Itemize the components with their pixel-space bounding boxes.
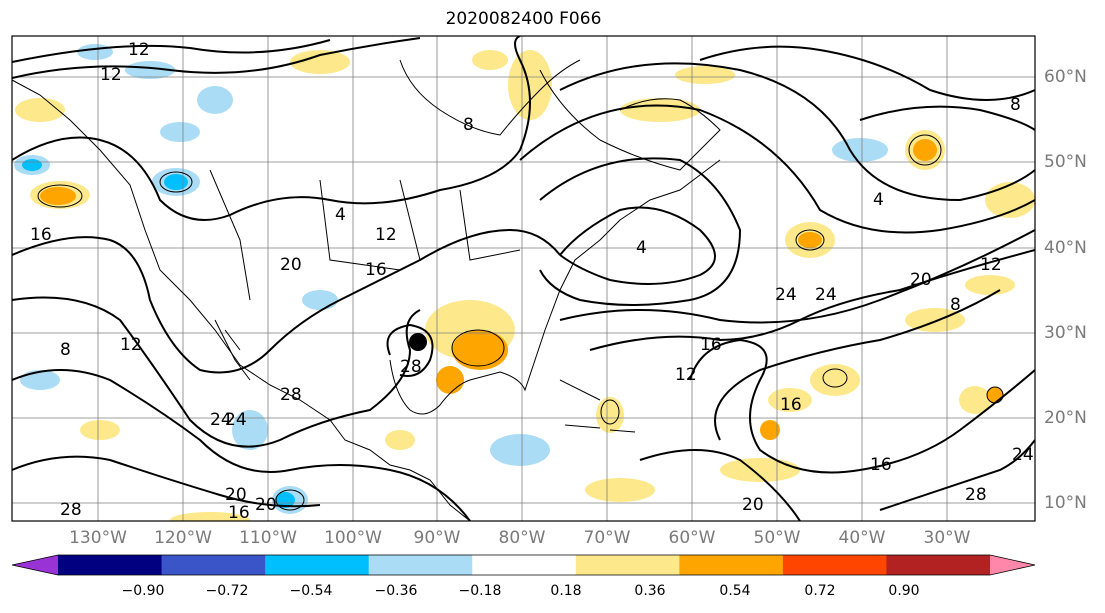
colorbar-tick-label: −0.90	[121, 583, 165, 599]
map-frame	[11, 35, 1036, 522]
colorbar-segment	[368, 555, 473, 575]
latitude-label: 20°N	[1044, 408, 1087, 428]
contour-label: 20	[255, 495, 277, 515]
contour-label: 12	[120, 335, 142, 355]
longitude-label: 50°W	[753, 528, 801, 548]
contour-label: 4	[335, 205, 346, 225]
colorbar-tick-label: 0.36	[634, 583, 666, 599]
latitude-label: 50°N	[1044, 152, 1087, 172]
colorbar-extend-high	[990, 555, 1035, 575]
contour-label: 12	[675, 365, 697, 385]
contour-label: 24	[1012, 445, 1034, 465]
contour-label: 4	[873, 190, 884, 210]
latitude-label: 10°N	[1044, 493, 1087, 513]
contour-label: 12	[375, 225, 397, 245]
colorbar-segment	[161, 555, 266, 575]
colorbar-tick-label: 0.72	[804, 583, 836, 599]
colorbar-tick-label: 0.90	[888, 583, 920, 599]
longitude-label: 100°W	[324, 528, 382, 548]
contour-label: 4	[636, 238, 647, 258]
longitude-label: 40°W	[838, 528, 886, 548]
colorbar-tick-label: −0.54	[289, 583, 333, 599]
contour-label: 28	[60, 500, 82, 520]
contour-label: 24	[225, 410, 247, 430]
colorbar-segment	[575, 555, 680, 575]
latitude-label: 40°N	[1044, 238, 1087, 258]
contour-label: 12	[128, 40, 150, 60]
colorbar-segment	[265, 555, 370, 575]
contour-label: 8	[60, 340, 71, 360]
contour-label: 24	[775, 285, 797, 305]
coastlines	[12, 59, 721, 521]
colorbar-outline	[11, 554, 1036, 576]
latitude-label: 60°N	[1044, 67, 1087, 87]
colorbar-tick-label: 0.18	[550, 583, 582, 599]
longitude-label: 70°W	[583, 528, 631, 548]
contour-label: 20	[225, 485, 247, 505]
contour-label: 8	[1010, 95, 1021, 115]
contour-label: 28	[280, 385, 302, 405]
contour-label: 24	[210, 410, 232, 430]
contour-lines	[12, 36, 1035, 521]
contour-label: 8	[950, 295, 961, 315]
colorbar-tick-label: −0.18	[458, 583, 502, 599]
contour-label-group: 12 12 8 8 4 4 4 12 16 16 20 20 12 12 8 2…	[30, 40, 1034, 523]
contour-label: 20	[280, 255, 302, 275]
colorbar-segment	[679, 555, 784, 575]
small-contours	[37, 134, 1004, 511]
longitude-label: 130°W	[69, 528, 127, 548]
colorbar-tick-label: 0.54	[719, 583, 751, 599]
longitude-label: 110°W	[239, 528, 297, 548]
contour-label: 16	[228, 503, 250, 523]
graticule	[12, 36, 1035, 521]
contour-label: 8	[463, 115, 474, 135]
contour-label: 20	[742, 495, 764, 515]
contour-label: 16	[700, 335, 722, 355]
contour-label: 16	[780, 395, 802, 415]
colorbar-segment	[58, 555, 163, 575]
colorbar-segment	[472, 555, 577, 575]
longitude-label: 30°W	[923, 528, 971, 548]
latitude-label: 30°N	[1044, 323, 1087, 343]
colorbar-tick-label: −0.36	[374, 583, 418, 599]
contour-label: 12	[980, 255, 1002, 275]
contour-label: 28	[965, 485, 987, 505]
contour-label: 16	[365, 260, 387, 280]
longitude-label: 60°W	[668, 528, 716, 548]
colorbar-extend-low	[12, 555, 58, 575]
storm-location-marker	[409, 333, 427, 351]
longitude-label: 120°W	[154, 528, 212, 548]
colorbar	[11, 554, 1036, 576]
contour-label: 16	[30, 225, 52, 245]
colorbar-segment	[782, 555, 887, 575]
map-title: 2020082400 F066	[445, 9, 602, 29]
contour-label: 12	[100, 65, 122, 85]
colorbar-segment	[886, 555, 991, 575]
longitude-label: 90°W	[413, 528, 461, 548]
colorbar-tick-label: −0.72	[205, 583, 249, 599]
contour-label: 24	[815, 285, 837, 305]
contour-label: 20	[910, 270, 932, 290]
contour-label: 16	[870, 455, 892, 475]
longitude-label: 80°W	[498, 528, 546, 548]
contour-label: 28	[400, 357, 422, 377]
